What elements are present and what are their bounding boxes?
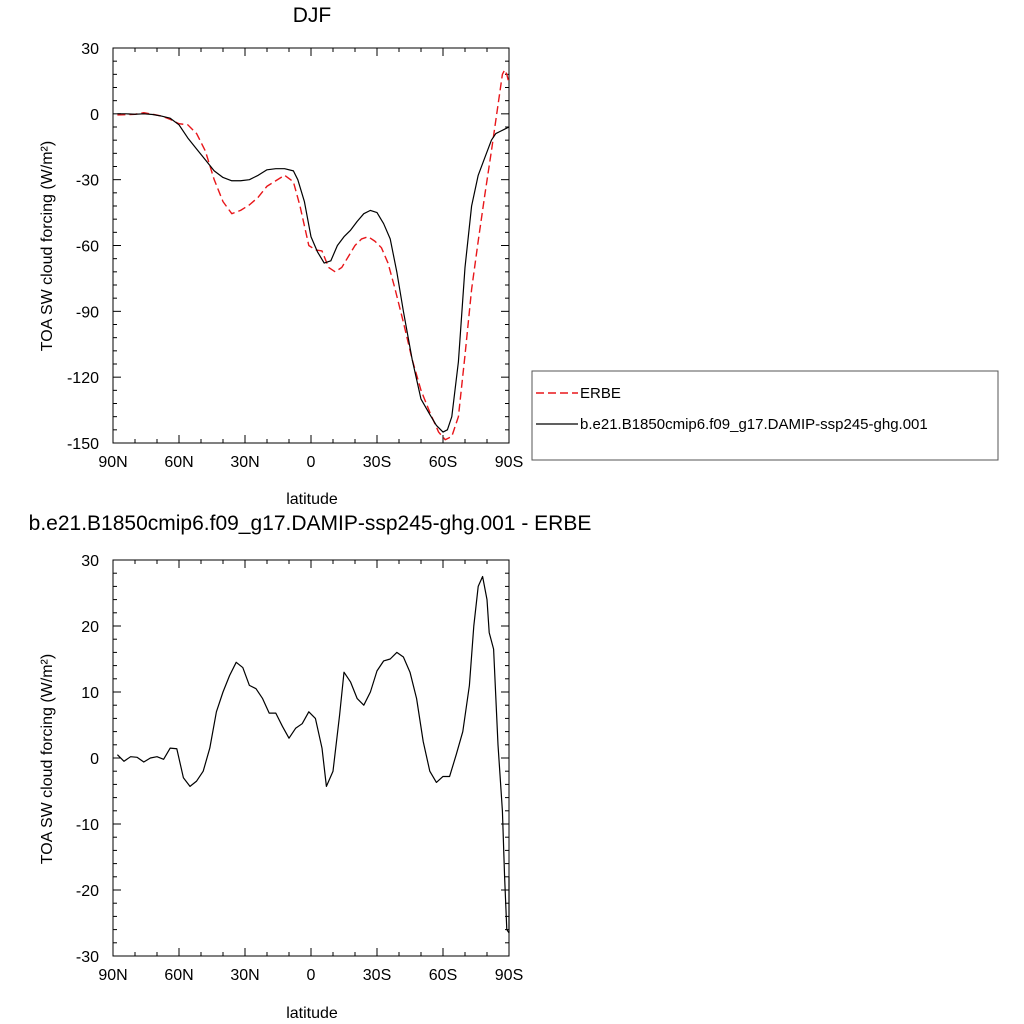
- top-chart: DJF 90N 60N 30N 0 30S 60S 90S 30 0 -30 -60 -90 -120 -…: [39, 4, 523, 508]
- bottom-xtick-label: 90N: [98, 967, 127, 984]
- bottom-ytick-label: -20: [76, 883, 99, 900]
- bottom-xtick-label: 60S: [429, 967, 457, 984]
- bottom-xtick-label: 30S: [363, 967, 391, 984]
- bottom-chart-plot-area: 90N 60N 30N 0 30S 60S 90S 30 20 10 0 -10 -20 -30: [76, 553, 523, 984]
- top-ytick-label: -90: [76, 304, 99, 321]
- top-chart-xlabel: latitude: [286, 491, 338, 508]
- top-chart-legend: ERBE b.e21.B1850cmip6.f09_g17.DAMIP-ssp2…: [531, 370, 999, 461]
- top-plot-frame: [112, 47, 510, 444]
- legend-label-model: b.e21.B1850cmip6.f09_g17.DAMIP-ssp245-gh…: [580, 416, 928, 433]
- bottom-plot-frame: [112, 559, 510, 957]
- top-ytick-label: 30: [81, 41, 99, 58]
- top-series-line-0: [117, 69, 510, 441]
- top-ytick-label: -60: [76, 239, 99, 256]
- top-xtick-label: 60S: [429, 454, 457, 471]
- bottom-ytick-label: -10: [76, 817, 99, 834]
- top-ytick-label: 0: [90, 107, 99, 124]
- top-xtick-label: 90S: [495, 454, 523, 471]
- bottom-ytick-label: 0: [90, 751, 99, 768]
- top-xtick-label: 30N: [230, 454, 259, 471]
- bottom-ytick-label: 10: [81, 685, 99, 702]
- top-xtick-label: 0: [307, 454, 316, 471]
- top-xtick-label: 60N: [164, 454, 193, 471]
- top-chart-title: DJF: [293, 4, 332, 27]
- bottom-chart-title: b.e21.B1850cmip6.f09_g17.DAMIP-ssp245-gh…: [29, 512, 592, 535]
- bottom-xtick-label: 90S: [495, 967, 523, 984]
- bottom-chart-ylabel: TOA SW cloud forcing (W/m²): [39, 654, 56, 864]
- top-chart-ylabel: TOA SW cloud forcing (W/m²): [39, 141, 56, 351]
- top-ytick-label: -120: [67, 370, 99, 387]
- bottom-ytick-label: -30: [76, 949, 99, 966]
- bottom-chart: b.e21.B1850cmip6.f09_g17.DAMIP-ssp245-gh…: [29, 512, 592, 1022]
- top-ytick-label: -150: [67, 436, 99, 453]
- bottom-series-line-0: [116, 575, 510, 934]
- bottom-ytick-label: 20: [81, 619, 99, 636]
- top-xtick-label: 30S: [363, 454, 391, 471]
- top-xtick-label: 90N: [98, 454, 127, 471]
- bottom-xtick-label: 60N: [164, 967, 193, 984]
- legend-label-erbe: ERBE: [580, 385, 621, 402]
- top-ytick-label: -30: [76, 173, 99, 190]
- top-series-line-1: [117, 113, 510, 433]
- legend-box: [531, 370, 999, 461]
- top-chart-plot-area: 90N 60N 30N 0 30S 60S 90S 30 0 -30 -60 -90 -120 -150: [67, 41, 523, 471]
- bottom-chart-xlabel: latitude: [286, 1005, 338, 1022]
- bottom-xtick-label: 0: [307, 967, 316, 984]
- bottom-xtick-label: 30N: [230, 967, 259, 984]
- bottom-ytick-label: 30: [81, 553, 99, 570]
